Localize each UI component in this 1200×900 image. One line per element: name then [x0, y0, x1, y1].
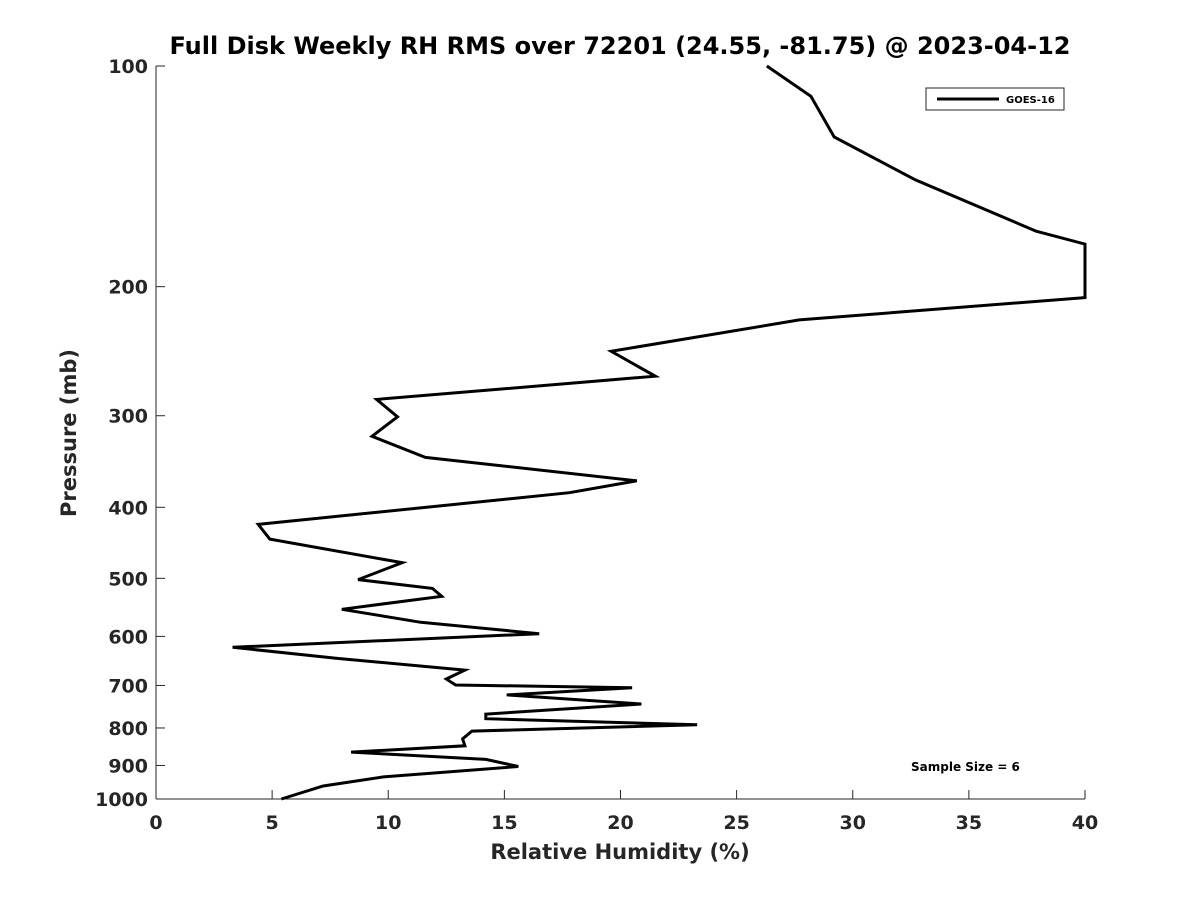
x-tick-label: 20 [607, 812, 633, 834]
x-axis-ticks: 0 5 10 15 20 25 30 35 40 [149, 790, 1098, 834]
x-axis-label: Relative Humidity (%) [490, 840, 749, 864]
y-axis-ticks: 100 200 300 400 500 600 700 800 900 1000 [95, 56, 165, 811]
chart-title: Full Disk Weekly RH RMS over 72201 (24.5… [169, 32, 1070, 60]
y-tick-label: 700 [108, 675, 148, 697]
x-tick-label: 30 [840, 812, 866, 834]
x-tick-label: 10 [375, 812, 401, 834]
y-tick-label: 800 [108, 718, 148, 740]
y-tick-label: 100 [108, 56, 148, 78]
x-tick-label: 25 [723, 812, 749, 834]
y-tick-label: 1000 [95, 789, 148, 811]
x-tick-label: 35 [956, 812, 982, 834]
y-axis-label: Pressure (mb) [57, 349, 81, 517]
y-tick-label: 600 [108, 626, 148, 648]
x-tick-label: 40 [1072, 812, 1098, 834]
legend: GOES-16 [925, 87, 1065, 111]
series-line-goes16 [232, 64, 1087, 801]
y-tick-label: 900 [108, 755, 148, 777]
x-tick-label: 15 [491, 812, 517, 834]
sample-size-annotation: Sample Size = 6 [911, 760, 1020, 774]
y-tick-label: 500 [108, 568, 148, 590]
x-tick-label: 5 [266, 812, 279, 834]
legend-label-goes16: GOES-16 [1006, 95, 1055, 106]
y-tick-label: 400 [108, 497, 148, 519]
x-tick-label: 0 [149, 812, 162, 834]
y-tick-label: 300 [108, 406, 148, 428]
y-tick-label: 200 [108, 277, 148, 299]
